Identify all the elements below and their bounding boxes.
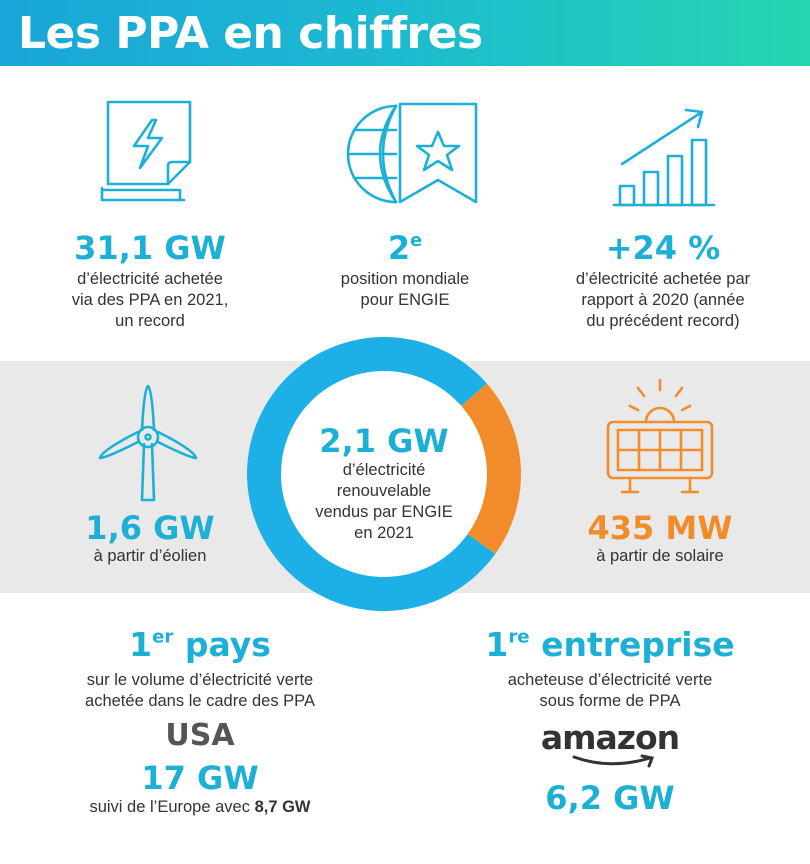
solar-value: 435 MW bbox=[587, 509, 733, 547]
amazon-logo: amazon bbox=[540, 718, 680, 768]
country-rank-desc: sur le volume d’électricité verte acheté… bbox=[85, 671, 315, 710]
country-rank-heading: 1er pays bbox=[129, 625, 271, 664]
country-name: USA bbox=[165, 718, 235, 753]
company-value: 6,2 GW bbox=[545, 779, 675, 817]
stat-desc-gw-purchased: d’électricité achetée via des PPA en 202… bbox=[71, 270, 229, 330]
globe-ranking-badge-icon bbox=[346, 102, 478, 204]
stat-desc-world-rank: position mondiale pour ENGIE bbox=[340, 270, 470, 309]
amazon-smile-icon bbox=[572, 754, 655, 768]
stat-value-gw-purchased: 31,1 GW bbox=[74, 229, 226, 267]
donut-desc: d’électricité renouvelable vendus par EN… bbox=[315, 461, 453, 542]
growth-bar-chart-icon bbox=[612, 108, 716, 207]
solar-panel-icon bbox=[606, 378, 714, 494]
electricity-document-icon bbox=[100, 100, 192, 202]
header-banner: Les PPA en chiffres bbox=[0, 0, 810, 66]
wind-desc: à partir d’éolien bbox=[93, 547, 207, 565]
wind-value: 1,6 GW bbox=[85, 509, 215, 547]
renewables-donut bbox=[247, 337, 521, 611]
stat-value-growth: +24 % bbox=[605, 229, 721, 267]
country-value: 17 GW bbox=[141, 759, 259, 797]
wind-turbine-icon bbox=[98, 384, 198, 502]
company-rank-desc: acheteuse d’électricité verte sous forme… bbox=[507, 671, 713, 710]
country-note: suivi de l’Europe avec 8,7 GW bbox=[89, 798, 311, 816]
stat-desc-growth: d’électricité achetée par rapport à 2020… bbox=[575, 270, 751, 330]
stat-value-world-rank: 2e bbox=[387, 229, 423, 267]
donut-value: 2,1 GW bbox=[319, 422, 449, 460]
solar-desc: à partir de solaire bbox=[596, 547, 724, 565]
page-title: Les PPA en chiffres bbox=[18, 8, 483, 59]
company-rank-heading: 1re entreprise bbox=[485, 625, 735, 664]
donut-segment-solar bbox=[461, 383, 521, 554]
